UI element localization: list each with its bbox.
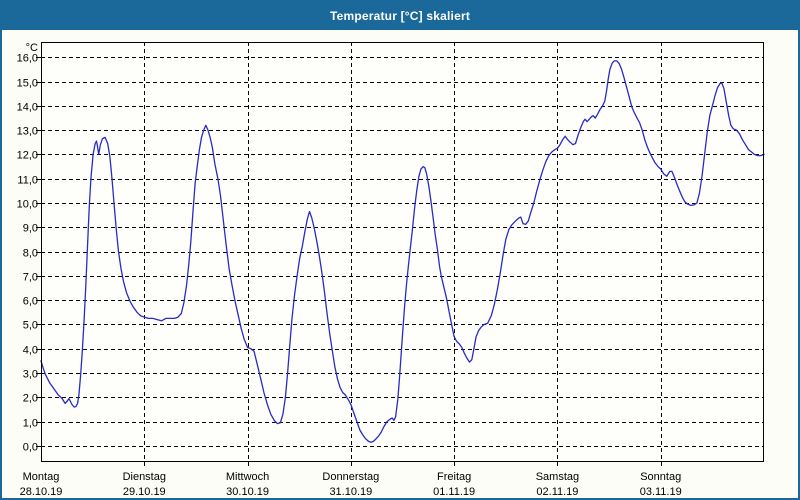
y-axis-label: 11,0 [17,175,38,187]
y-axis-label: 12,0 [17,150,38,162]
y-axis-label: 16,0 [17,53,38,65]
y-axis-unit-label: °C [26,42,38,54]
date-label: 01.11.19 [433,486,475,498]
title-bar[interactable]: Temperatur [°C] skaliert [2,2,798,30]
day-label: Freitag [437,471,471,483]
date-label: 31.10.19 [329,486,372,498]
y-axis-label: 9,0 [23,223,38,235]
date-label: 29.10.19 [123,486,166,498]
y-axis-label: 4,0 [23,345,38,357]
y-axis-label: 13,0 [17,126,38,138]
y-axis-label: 2,0 [23,393,38,405]
plot-border [41,42,764,462]
date-label: 02.11.19 [536,486,578,498]
date-label: 30.10.19 [226,486,269,498]
y-axis-label: 5,0 [23,320,38,332]
day-label: Sonntag [640,471,681,483]
y-axis-label: 10,0 [17,199,38,211]
y-axis-label: 15,0 [17,78,38,90]
day-label: Samstag [536,471,579,483]
window-title: Temperatur [°C] skaliert [329,9,471,23]
temperature-series-line [40,60,765,443]
date-label: 03.11.19 [640,486,682,498]
day-label: Mittwoch [226,471,269,483]
y-axis-label: 14,0 [17,102,38,114]
day-label: Donnerstag [322,471,379,483]
y-axis-label: 6,0 [23,296,38,308]
y-axis-label: 7,0 [23,272,38,284]
y-axis-label: 3,0 [23,369,38,381]
y-axis-label: 1,0 [23,418,38,430]
y-axis-label: 0,0 [23,442,38,454]
day-label: Dienstag [123,471,166,483]
date-label: 28.10.19 [20,486,63,498]
y-axis-label: 8,0 [23,248,38,260]
day-label: Montag [23,471,60,483]
